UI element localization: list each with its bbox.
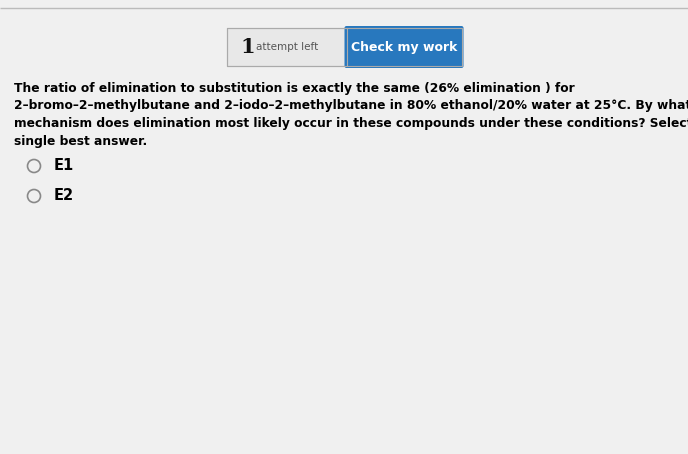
Text: E1: E1 — [54, 158, 74, 173]
Text: The ratio of elimination to substitution is exactly the same (26% elimination ) : The ratio of elimination to substitution… — [14, 82, 574, 95]
FancyBboxPatch shape — [345, 26, 464, 68]
Text: 2–bromo–2–methylbutane and 2–iodo–2–methylbutane in 80% ethanol/20% water at 25°: 2–bromo–2–methylbutane and 2–iodo–2–meth… — [14, 99, 688, 113]
Text: 1: 1 — [241, 37, 255, 57]
Text: mechanism does elimination most likely occur in these compounds under these cond: mechanism does elimination most likely o… — [14, 117, 688, 130]
Text: E2: E2 — [54, 188, 74, 203]
FancyBboxPatch shape — [226, 28, 347, 66]
Text: attempt left: attempt left — [257, 42, 319, 52]
Text: single best answer.: single best answer. — [14, 134, 147, 148]
Text: Check my work: Check my work — [351, 40, 458, 54]
